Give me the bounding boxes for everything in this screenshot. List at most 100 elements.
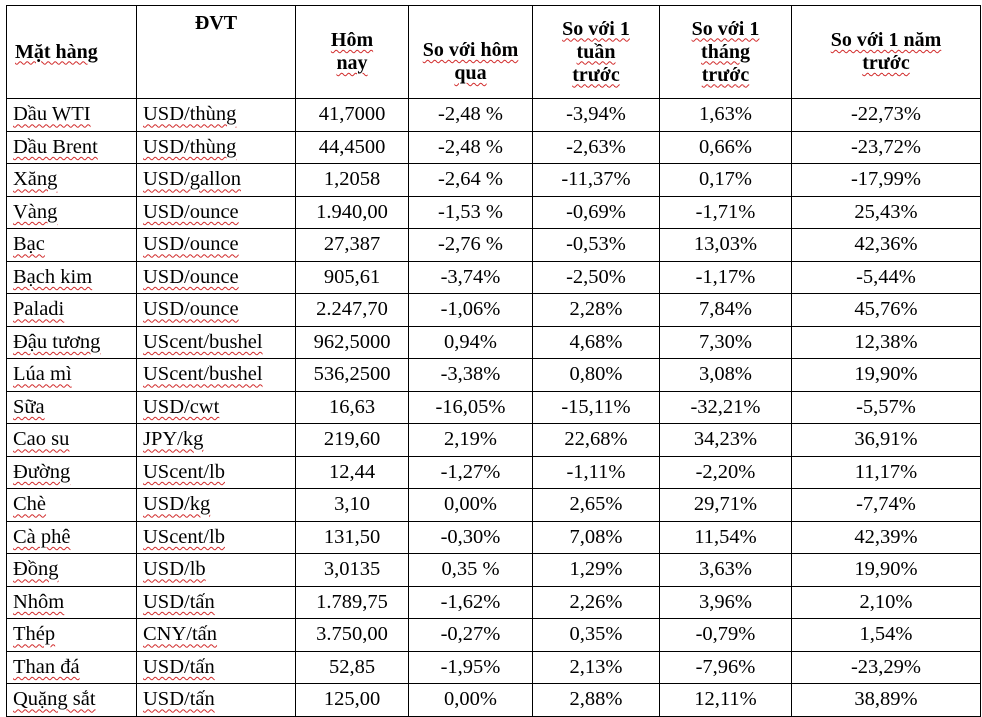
- change-vs-month: 3,63%: [699, 558, 752, 581]
- change-vs-year-cell: -7,74%: [791, 488, 981, 522]
- price-today: 1,2058: [323, 168, 381, 191]
- commodity-name: Dầu WTI: [13, 103, 91, 126]
- change-vs-yesterday-cell: 2,19%: [408, 423, 533, 457]
- unit: CNY/tấn: [143, 623, 218, 646]
- change-vs-week-cell: 2,28%: [532, 293, 660, 327]
- table-row: Sữa USD/cwt 16,63 -16,05% -15,11% -32,21% -5,5…: [6, 390, 981, 424]
- commodity-name-cell: Than đá: [6, 650, 137, 684]
- change-vs-month-cell: -1,71%: [659, 195, 792, 229]
- change-vs-yesterday-cell: -1,27%: [408, 455, 533, 489]
- change-vs-year-cell: -5,57%: [791, 390, 981, 424]
- change-vs-yesterday-cell: -1,95%: [408, 650, 533, 684]
- unit-cell: USD/ounce: [136, 195, 296, 229]
- change-vs-week: -15,11%: [561, 395, 631, 418]
- unit-cell: CNY/tấn: [136, 618, 296, 652]
- price-today: 52,85: [328, 655, 376, 678]
- price-today-cell: 3.750,00: [295, 618, 409, 652]
- price-today-cell: 905,61: [295, 260, 409, 294]
- unit: USD/kg: [143, 493, 211, 516]
- price-today-cell: 1.789,75: [295, 585, 409, 619]
- change-vs-month: -2,20%: [695, 460, 756, 483]
- change-vs-year: -23,72%: [850, 135, 922, 158]
- commodity-price-table: Mặt hàng ĐVT Hôm nay So với hôm qua So v…: [6, 5, 981, 717]
- change-vs-month-cell: 7,84%: [659, 293, 792, 327]
- price-today-cell: 536,2500: [295, 358, 409, 392]
- change-vs-year-cell: 2,10%: [791, 585, 981, 619]
- change-vs-year: 11,17%: [854, 460, 918, 483]
- change-vs-yesterday: -2,48 %: [438, 103, 503, 126]
- table-row: Đồng USD/lb 3,0135 0,35 % 1,29% 3,63% 19,90%: [6, 553, 981, 587]
- commodity-name: Cao su: [13, 428, 70, 451]
- change-vs-week-cell: 0,80%: [532, 358, 660, 392]
- price-today: 962,5000: [313, 330, 391, 353]
- change-vs-year: -22,73%: [850, 103, 922, 126]
- change-vs-yesterday-cell: -2,64 %: [408, 163, 533, 197]
- unit: USD/lb: [143, 558, 206, 581]
- change-vs-week: 22,68%: [564, 428, 628, 451]
- commodity-name-cell: Cà phê: [6, 520, 137, 554]
- price-today-cell: 16,63: [295, 390, 409, 424]
- change-vs-year-cell: 45,76%: [791, 293, 981, 327]
- change-vs-week: 2,13%: [569, 655, 623, 678]
- unit-cell: USD/ounce: [136, 228, 296, 262]
- table-row: Đậu tương UScent/bushel 962,5000 0,94% 4,68%…: [6, 325, 981, 359]
- unit: UScent/bushel: [143, 330, 263, 353]
- unit: USD/ounce: [143, 298, 239, 321]
- change-vs-year: 36,91%: [854, 428, 918, 451]
- change-vs-month: 7,84%: [699, 298, 752, 321]
- header-so-voi-hom-qua: So với hôm qua: [408, 5, 533, 99]
- change-vs-year-cell: 42,39%: [791, 520, 981, 554]
- header-row: Mặt hàng ĐVT Hôm nay So với hôm qua So v…: [6, 5, 981, 99]
- price-today-cell: 1.940,00: [295, 195, 409, 229]
- unit-cell: USD/thùng: [136, 130, 296, 164]
- change-vs-week: -1,11%: [566, 460, 626, 483]
- change-vs-yesterday: -16,05%: [435, 395, 506, 418]
- table-row: Paladi USD/ounce 2.247,70 -1,06% 2,28% 7,84% 4…: [6, 293, 981, 327]
- change-vs-month: 12,11%: [694, 688, 757, 711]
- change-vs-year-cell: 19,90%: [791, 358, 981, 392]
- change-vs-month: -0,79%: [695, 623, 756, 646]
- change-vs-year-cell: -23,72%: [791, 130, 981, 164]
- change-vs-year-cell: 38,89%: [791, 683, 981, 717]
- change-vs-yesterday-cell: -2,48 %: [408, 130, 533, 164]
- unit-cell: UScent/lb: [136, 520, 296, 554]
- change-vs-year: -7,74%: [856, 493, 916, 516]
- price-today: 536,2500: [313, 363, 391, 386]
- change-vs-week-cell: 2,13%: [532, 650, 660, 684]
- change-vs-month: 3,08%: [699, 363, 752, 386]
- change-vs-week-cell: -0,53%: [532, 228, 660, 262]
- change-vs-month: -1,17%: [695, 265, 756, 288]
- change-vs-month: 3,96%: [699, 590, 752, 613]
- price-today: 125,00: [323, 688, 381, 711]
- unit-cell: USD/tấn: [136, 585, 296, 619]
- change-vs-week-cell: 22,68%: [532, 423, 660, 457]
- change-vs-week: 4,68%: [569, 330, 623, 353]
- change-vs-year: -23,29%: [850, 655, 922, 678]
- commodity-name: Than đá: [13, 655, 80, 678]
- change-vs-week: 2,88%: [569, 688, 623, 711]
- change-vs-year: -5,44%: [856, 265, 916, 288]
- unit-cell: USD/thùng: [136, 98, 296, 132]
- change-vs-yesterday-cell: 0,35 %: [408, 553, 533, 587]
- change-vs-week-cell: -0,69%: [532, 195, 660, 229]
- change-vs-year-cell: 19,90%: [791, 553, 981, 587]
- commodity-name: Bạc: [13, 233, 45, 256]
- header-hom-nay: Hôm nay: [295, 5, 409, 99]
- price-today-cell: 27,387: [295, 228, 409, 262]
- change-vs-week-cell: -2,63%: [532, 130, 660, 164]
- commodity-name-cell: Thép: [6, 618, 137, 652]
- unit: USD/tấn: [143, 655, 215, 678]
- change-vs-month-cell: 3,63%: [659, 553, 792, 587]
- commodity-name: Dầu Brent: [13, 135, 98, 158]
- commodity-name: Quặng sắt: [13, 688, 96, 711]
- change-vs-year: 25,43%: [854, 200, 918, 223]
- change-vs-week-cell: -11,37%: [532, 163, 660, 197]
- commodity-name-cell: Đậu tương: [6, 325, 137, 359]
- change-vs-year-cell: 36,91%: [791, 423, 981, 457]
- commodity-name-cell: Bạc: [6, 228, 137, 262]
- table-row: Quặng sắt USD/tấn 125,00 0,00% 2,88% 12,11% 38…: [6, 683, 981, 717]
- commodity-name: Vàng: [13, 200, 58, 223]
- table-row: Chè USD/kg 3,10 0,00% 2,65% 29,71% -7,74%: [6, 488, 981, 522]
- change-vs-yesterday-cell: -3,74%: [408, 260, 533, 294]
- unit: USD/ounce: [143, 233, 239, 256]
